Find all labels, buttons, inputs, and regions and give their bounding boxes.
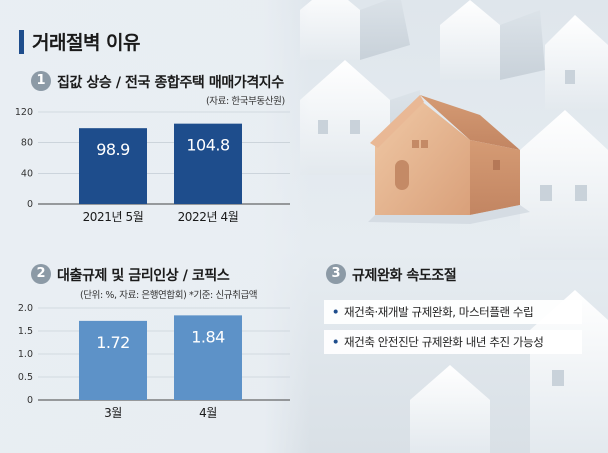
bar [174,123,242,204]
bar [79,320,147,400]
section-1-source-note: (자료: 한국부동산원) [206,96,285,107]
bar-value-label: 98.9 [96,140,130,159]
section-1-number-badge: 1 [31,71,51,91]
page-title: 거래절벽 이유 [32,32,141,54]
y-tick-label: 1.0 [18,349,33,360]
section-1-title: 집값 상승 / 전국 종합주택 매매가격지수 [57,75,284,91]
y-tick-label: 40 [21,168,33,179]
x-category-label: 3월 [104,406,122,420]
white-house-top-right [545,15,608,110]
bar [79,128,147,204]
y-tick-label: 80 [21,138,33,149]
x-category-label: 4월 [199,406,217,420]
white-house-top-left [300,0,410,60]
section-2-title: 대출규제 및 금리인상 / 코픽스 [57,268,230,284]
white-house-bottom-mid [410,365,490,453]
title-accent-bar [19,30,24,54]
bar-value-label: 1.84 [191,327,225,346]
y-tick-label: 120 [15,107,33,118]
bullet-icon: • [332,305,339,319]
bar-value-label: 1.72 [96,333,130,352]
policy-item-text: 재건축·재개발 규제완화, 마스터플랜 수립 [343,305,534,319]
policy-item-text: 재건축 안전진단 규제완화 내년 추진 가능성 [343,335,544,349]
section-2-number-badge: 2 [31,264,51,284]
bullet-icon: • [332,335,339,349]
section-2-unit-note: (단위: %, 자료: 은행연합회) *기준: 신규취급액 [80,290,258,301]
bar [174,315,242,400]
y-tick-label: 0 [27,199,33,210]
section-3-number-badge: 3 [326,264,346,284]
bar-value-label: 104.8 [186,136,230,155]
y-tick-label: 2.0 [18,303,33,314]
policy-item: • 재건축 안전진단 규제완화 내년 추진 가능성 [324,330,582,354]
policy-item: • 재건축·재개발 규제완화, 마스터플랜 수립 [324,300,582,324]
house-price-index-chart: 0 40 80 120 98.9 2021년 5월 104.8 2022년 4월 [15,107,290,224]
y-tick-label: 0.5 [18,372,33,383]
x-category-label: 2022년 4월 [178,210,239,224]
x-category-label: 2021년 5월 [83,210,144,224]
white-house-right [520,110,608,260]
info-panel [0,0,310,453]
peach-house [368,95,530,224]
section-3-title: 규제완화 속도조절 [352,268,457,284]
white-house-top-mid [440,0,545,80]
y-tick-label: 1.5 [18,326,33,337]
y-tick-label: 0 [27,395,33,406]
cofix-rate-chart: 0 0.5 1.0 1.5 2.0 1.72 3월 1.84 4월 [18,303,290,420]
